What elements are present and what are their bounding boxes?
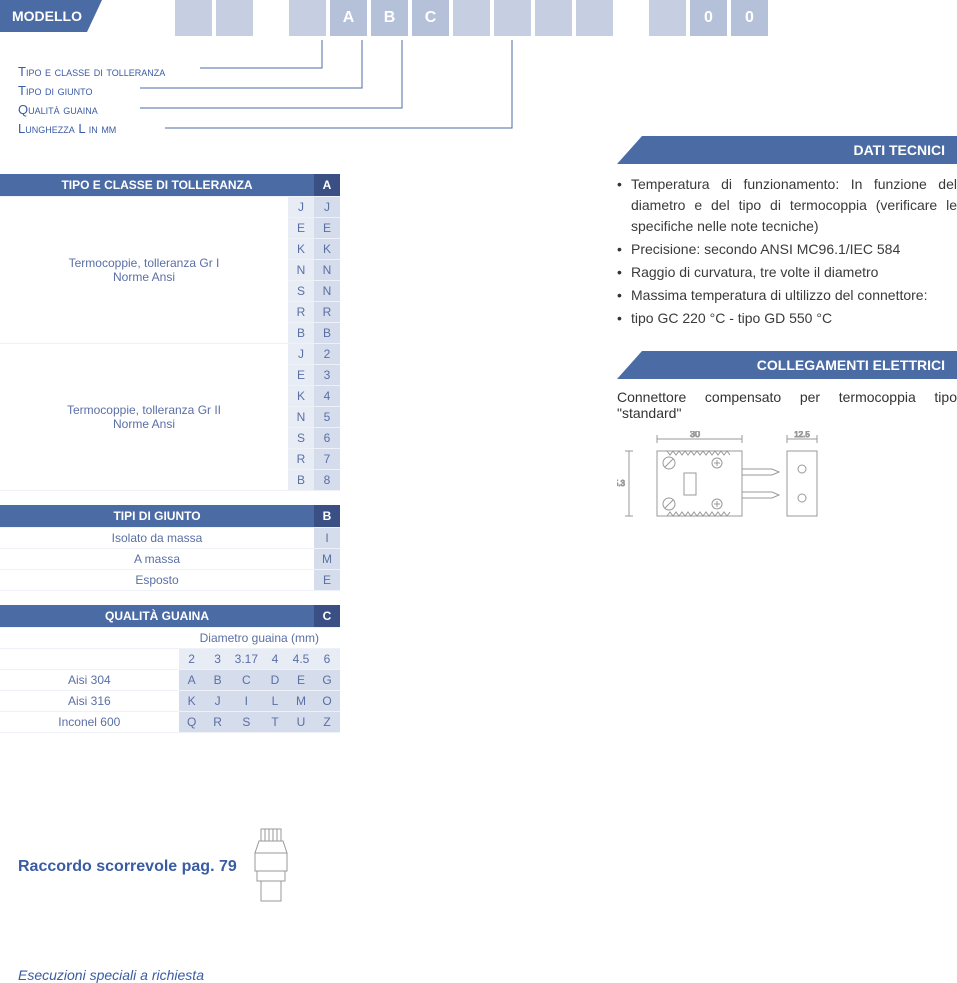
model-box: B bbox=[371, 0, 408, 36]
model-box: 0 bbox=[690, 0, 727, 36]
connector-diagram: 30 12.5 25.3 bbox=[617, 431, 827, 531]
model-box bbox=[535, 0, 572, 36]
table-row: Isolato da massaI bbox=[0, 528, 340, 549]
footer-note: Esecuzioni speciali a richiesta bbox=[18, 967, 957, 983]
model-box: A bbox=[330, 0, 367, 36]
fitting-icon bbox=[251, 827, 291, 907]
table-row: Inconel 600QRSTUZ bbox=[0, 712, 340, 733]
table-row: A massaM bbox=[0, 549, 340, 570]
fitting-row: Raccordo scorrevole pag. 79 bbox=[18, 827, 957, 907]
svg-text:12.5: 12.5 bbox=[794, 431, 810, 439]
model-box bbox=[175, 0, 212, 36]
tech-list-item: Temperatura di funzionamento: In funzion… bbox=[617, 174, 957, 237]
model-label: MODELLO bbox=[0, 0, 102, 32]
model-row: MODELLO ABC 00 bbox=[0, 0, 957, 36]
tech-list-item: Raggio di curvatura, tre volte il diamet… bbox=[617, 262, 957, 283]
svg-text:30: 30 bbox=[690, 431, 700, 439]
legend-area: Tipo e classe di tolleranza Tipo di giunt… bbox=[18, 64, 340, 174]
table-guaina: QUALITÀ GUAINACDiametro guaina (mm)233.1… bbox=[0, 605, 340, 733]
dati-tecnici-list: Temperatura di funzionamento: In funzion… bbox=[617, 174, 957, 329]
tech-list-item: Precisione: secondo ANSI MC96.1/IEC 584 bbox=[617, 239, 957, 260]
model-box: C bbox=[412, 0, 449, 36]
table-row: Diametro guaina (mm) bbox=[0, 628, 340, 649]
model-box bbox=[216, 0, 253, 36]
model-box bbox=[453, 0, 490, 36]
legend-item: Lunghezza L in mm bbox=[18, 121, 340, 136]
model-box bbox=[576, 0, 613, 36]
model-box bbox=[289, 0, 326, 36]
left-column: Tipo e classe di tolleranza Tipo di giunt… bbox=[0, 56, 340, 747]
tech-list-item: Massima temperatura di ultilizzo del con… bbox=[617, 285, 957, 306]
model-boxes: ABC 00 bbox=[175, 0, 768, 36]
legend-item: Tipo e classe di tolleranza bbox=[18, 64, 340, 79]
model-box: 0 bbox=[731, 0, 768, 36]
table-row: Termocoppie, tolleranza Gr II Norme Ansi… bbox=[0, 344, 340, 365]
table-giunto: TIPI DI GIUNTOBIsolato da massaIA massaM… bbox=[0, 505, 340, 591]
model-box bbox=[494, 0, 531, 36]
right-column: DATI TECNICI Temperatura di funzionament… bbox=[617, 136, 957, 747]
table-row: EspostoE bbox=[0, 570, 340, 591]
tech-list-item: tipo GC 220 °C - tipo GD 550 °C bbox=[617, 308, 957, 329]
model-box bbox=[649, 0, 686, 36]
collegamenti-text: Connettore compensato per termocoppia ti… bbox=[617, 389, 957, 421]
legend-item: Qualità guaina bbox=[18, 102, 340, 117]
table-tolleranza: TIPO E CLASSE DI TOLLERANZAATermocoppie,… bbox=[0, 174, 340, 491]
collegamenti-header: COLLEGAMENTI ELETTRICI bbox=[617, 351, 957, 379]
table-row: Aisi 304ABCDEG bbox=[0, 670, 340, 691]
fitting-label: Raccordo scorrevole pag. 79 bbox=[18, 858, 237, 876]
table-row: Termocoppie, tolleranza Gr I Norme AnsiJ… bbox=[0, 197, 340, 218]
svg-text:25.3: 25.3 bbox=[617, 479, 626, 488]
table-row: 233.1744.56 bbox=[0, 649, 340, 670]
legend-item: Tipo di giunto bbox=[18, 83, 340, 98]
table-row: Aisi 316KJILMO bbox=[0, 691, 340, 712]
dati-tecnici-header: DATI TECNICI bbox=[617, 136, 957, 164]
